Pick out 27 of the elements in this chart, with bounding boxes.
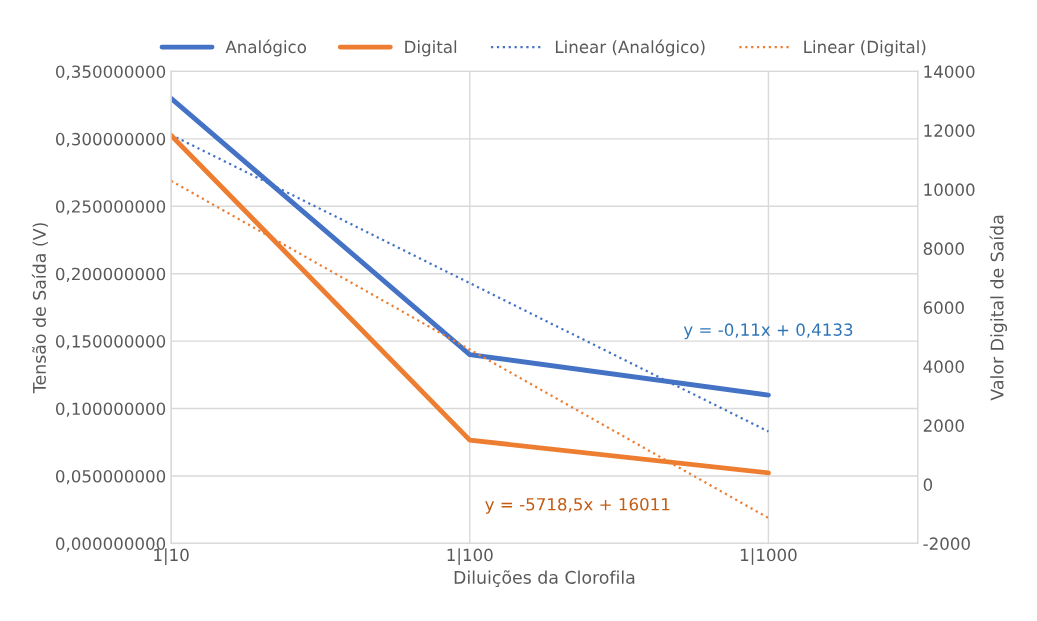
y2-tick-label: -2000 — [923, 537, 970, 550]
y2-tick-label: 10000 — [924, 183, 975, 196]
x-tick-label: 1|100 — [447, 548, 493, 565]
y2-axis-title: Valor Digital de Saída — [989, 215, 1008, 401]
annotation: y = -0,11x + 0,4133 — [683, 323, 853, 340]
y2-tick-label: 14000 — [924, 65, 975, 78]
annotation: y = -5718,5x + 16011 — [485, 497, 670, 514]
y-tick-label: 0,050000000 — [56, 469, 166, 485]
y-tick-label: 0,150000000 — [56, 335, 166, 350]
y2-tick-label: 2000 — [923, 419, 964, 432]
y-tick-label: 0,300000000 — [56, 132, 166, 148]
legend-label: Linear (Digital) — [804, 40, 926, 57]
y2-tick-label: 6000 — [923, 301, 964, 314]
y-tick-label: 0,250000000 — [56, 200, 166, 215]
y2-tick-label: 4000 — [923, 360, 964, 373]
y2-tick-label: 8000 — [923, 242, 964, 255]
y-axis-title: Tensão de Saída (V) — [31, 223, 49, 394]
x-axis-title: Diluições da Clorofila — [454, 570, 635, 588]
y-tick-label: 0,100000000 — [56, 402, 166, 417]
legend-label: Linear (Analógico) — [555, 39, 705, 57]
y2-tick-label: 12000 — [924, 124, 975, 137]
x-tick-label: 1|1000 — [740, 548, 797, 565]
y-tick-label: 0,200000000 — [56, 267, 166, 282]
legend-label: Digital — [405, 40, 457, 57]
y-tick-label: 0,350000000 — [56, 65, 166, 80]
legend-label: Analógico — [225, 39, 307, 57]
y2-tick-label: 0 — [923, 478, 933, 491]
